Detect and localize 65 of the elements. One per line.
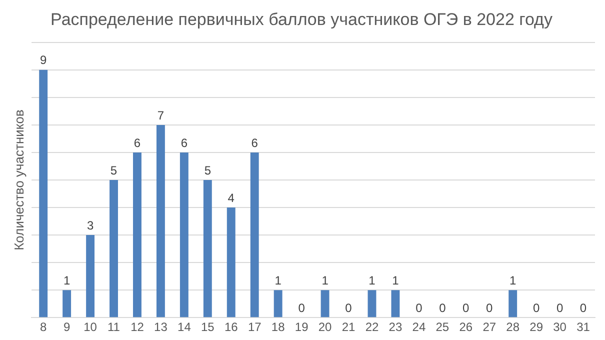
data-label: 9: [40, 53, 47, 68]
x-tick-label: 19: [294, 320, 309, 334]
bar: [180, 152, 188, 318]
bar: [39, 70, 48, 318]
data-label: 3: [86, 218, 94, 232]
data-label: 0: [462, 300, 470, 315]
x-tick-label: 23: [388, 320, 402, 334]
data-label: 0: [416, 300, 423, 315]
data-label: 1: [63, 273, 70, 288]
x-tick-label: 15: [200, 320, 215, 334]
x-tick-label: 25: [436, 320, 450, 334]
x-tick-label: 24: [412, 320, 426, 334]
data-label: 0: [298, 300, 306, 315]
data-label: 1: [509, 273, 516, 288]
bar: [274, 290, 282, 318]
x-tick-label: 11: [108, 320, 120, 334]
bar: [62, 290, 72, 318]
bar: [156, 124, 165, 318]
data-label: 1: [322, 273, 329, 288]
data-label: 0: [580, 300, 587, 315]
y-axis-title: Количество участников: [11, 110, 26, 250]
data-label: 0: [486, 300, 494, 315]
x-tick-label: 17: [248, 320, 262, 334]
bar: [368, 290, 376, 318]
x-tick-label: 29: [530, 320, 544, 334]
data-label: 5: [204, 163, 212, 178]
chart-title: Распределение первичных баллов участников ОГЭ в 2022 году: [50, 10, 553, 29]
bar: [203, 180, 212, 318]
data-label: 1: [392, 273, 400, 288]
x-tick-label: 8: [40, 320, 47, 334]
x-tick-label: 31: [576, 320, 590, 334]
data-label: 0: [439, 300, 446, 315]
data-label: 6: [134, 136, 141, 150]
data-label: 4: [228, 190, 235, 205]
bar: [250, 152, 259, 318]
data-label: 5: [110, 163, 118, 178]
x-tick-label: 14: [178, 320, 192, 334]
bar: [320, 290, 330, 318]
bar: [391, 290, 400, 318]
x-tick-label: 9: [63, 320, 70, 334]
x-tick-label: 12: [130, 320, 144, 334]
x-tick-label: 28: [506, 320, 520, 334]
bar: [110, 180, 118, 318]
x-tick-label: 20: [318, 320, 332, 334]
bar: [226, 208, 236, 318]
data-label: 0: [556, 300, 564, 315]
data-label: 6: [251, 136, 258, 150]
data-label: 1: [368, 273, 376, 288]
bar: [508, 290, 518, 318]
x-tick-label: 16: [224, 320, 238, 334]
x-tick-label: 22: [365, 320, 379, 334]
x-tick-label: 13: [154, 320, 168, 334]
data-label: 6: [180, 136, 188, 150]
x-tick-label: 21: [342, 320, 356, 334]
data-label: 1: [274, 273, 282, 288]
x-tick-label: 30: [553, 320, 567, 334]
data-label: 0: [532, 300, 540, 315]
x-tick-label: 18: [271, 320, 286, 334]
x-tick-label: 27: [482, 320, 496, 334]
data-label: 7: [157, 108, 164, 122]
x-tick-label: 26: [459, 320, 473, 334]
bar: [86, 235, 95, 318]
bar: [133, 152, 142, 318]
x-tick-label: 10: [84, 320, 98, 334]
data-label: 0: [345, 300, 352, 315]
